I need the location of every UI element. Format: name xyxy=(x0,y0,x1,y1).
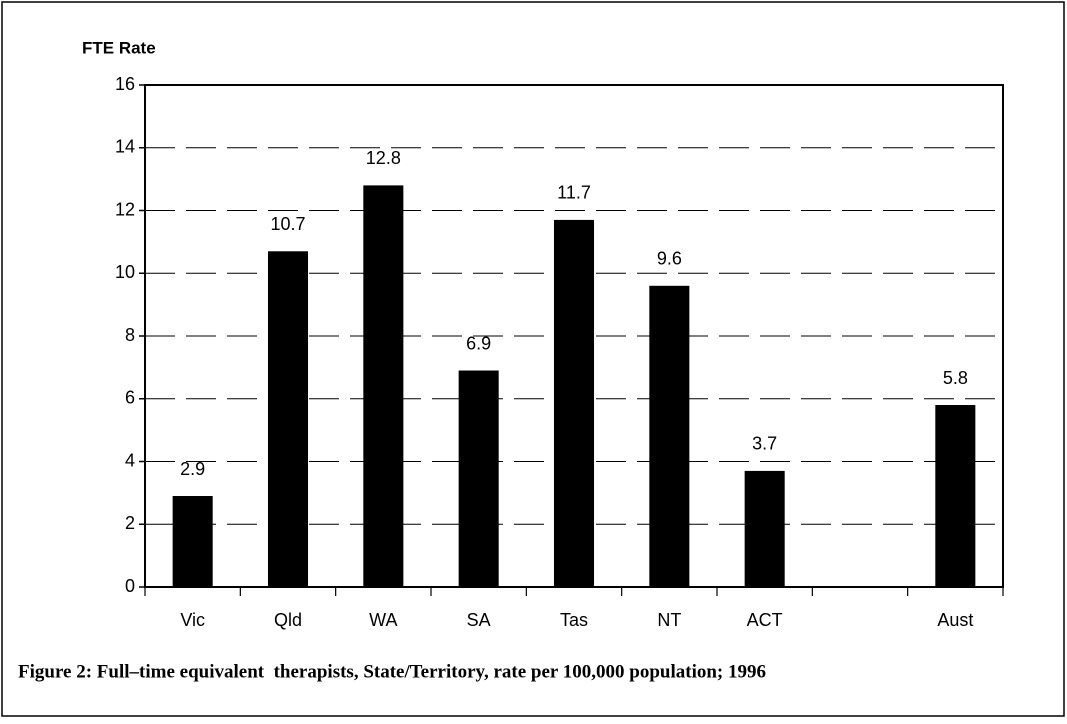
y-axis-label: FTE Rate xyxy=(82,38,156,57)
data-label: 12.8 xyxy=(366,148,401,168)
data-label: 5.8 xyxy=(943,368,968,388)
x-tick-label: SA xyxy=(467,610,491,630)
plot-border xyxy=(144,84,1004,588)
y-tick-label: 0 xyxy=(125,576,135,596)
bar xyxy=(935,405,976,587)
bar xyxy=(267,251,309,587)
caption: Figure 2: Full–time equivalent therapist… xyxy=(18,661,766,682)
bar xyxy=(744,470,785,587)
x-tick-label: Qld xyxy=(274,610,302,630)
data-label: 10.7 xyxy=(270,214,305,234)
bar xyxy=(649,285,690,587)
y-tick-label: 12 xyxy=(115,199,135,219)
x-tick-label: NT xyxy=(657,610,681,630)
bar xyxy=(553,219,595,587)
y-tick-label: 2 xyxy=(125,513,135,533)
y-tick-label: 8 xyxy=(125,325,135,345)
data-label: 11.7 xyxy=(557,183,591,203)
x-tick-label: WA xyxy=(369,610,397,630)
y-tick-label: 16 xyxy=(115,74,135,94)
y-tick-label: 10 xyxy=(115,262,135,282)
y-tick-label: 4 xyxy=(125,450,135,470)
data-label: 2.9 xyxy=(180,459,205,479)
data-label: 3.7 xyxy=(752,434,777,454)
y-tick-label: 14 xyxy=(115,137,135,157)
bar xyxy=(458,370,499,587)
x-tick-label: Vic xyxy=(180,610,205,630)
data-label: 9.6 xyxy=(657,249,682,269)
bar xyxy=(172,496,213,587)
y-tick-label: 6 xyxy=(125,388,135,408)
x-tick-label: Tas xyxy=(560,610,588,630)
x-tick-label: Aust xyxy=(937,610,973,630)
x-tick-label: ACT xyxy=(747,610,783,630)
data-label: 6.9 xyxy=(466,333,491,353)
bar xyxy=(363,185,404,587)
